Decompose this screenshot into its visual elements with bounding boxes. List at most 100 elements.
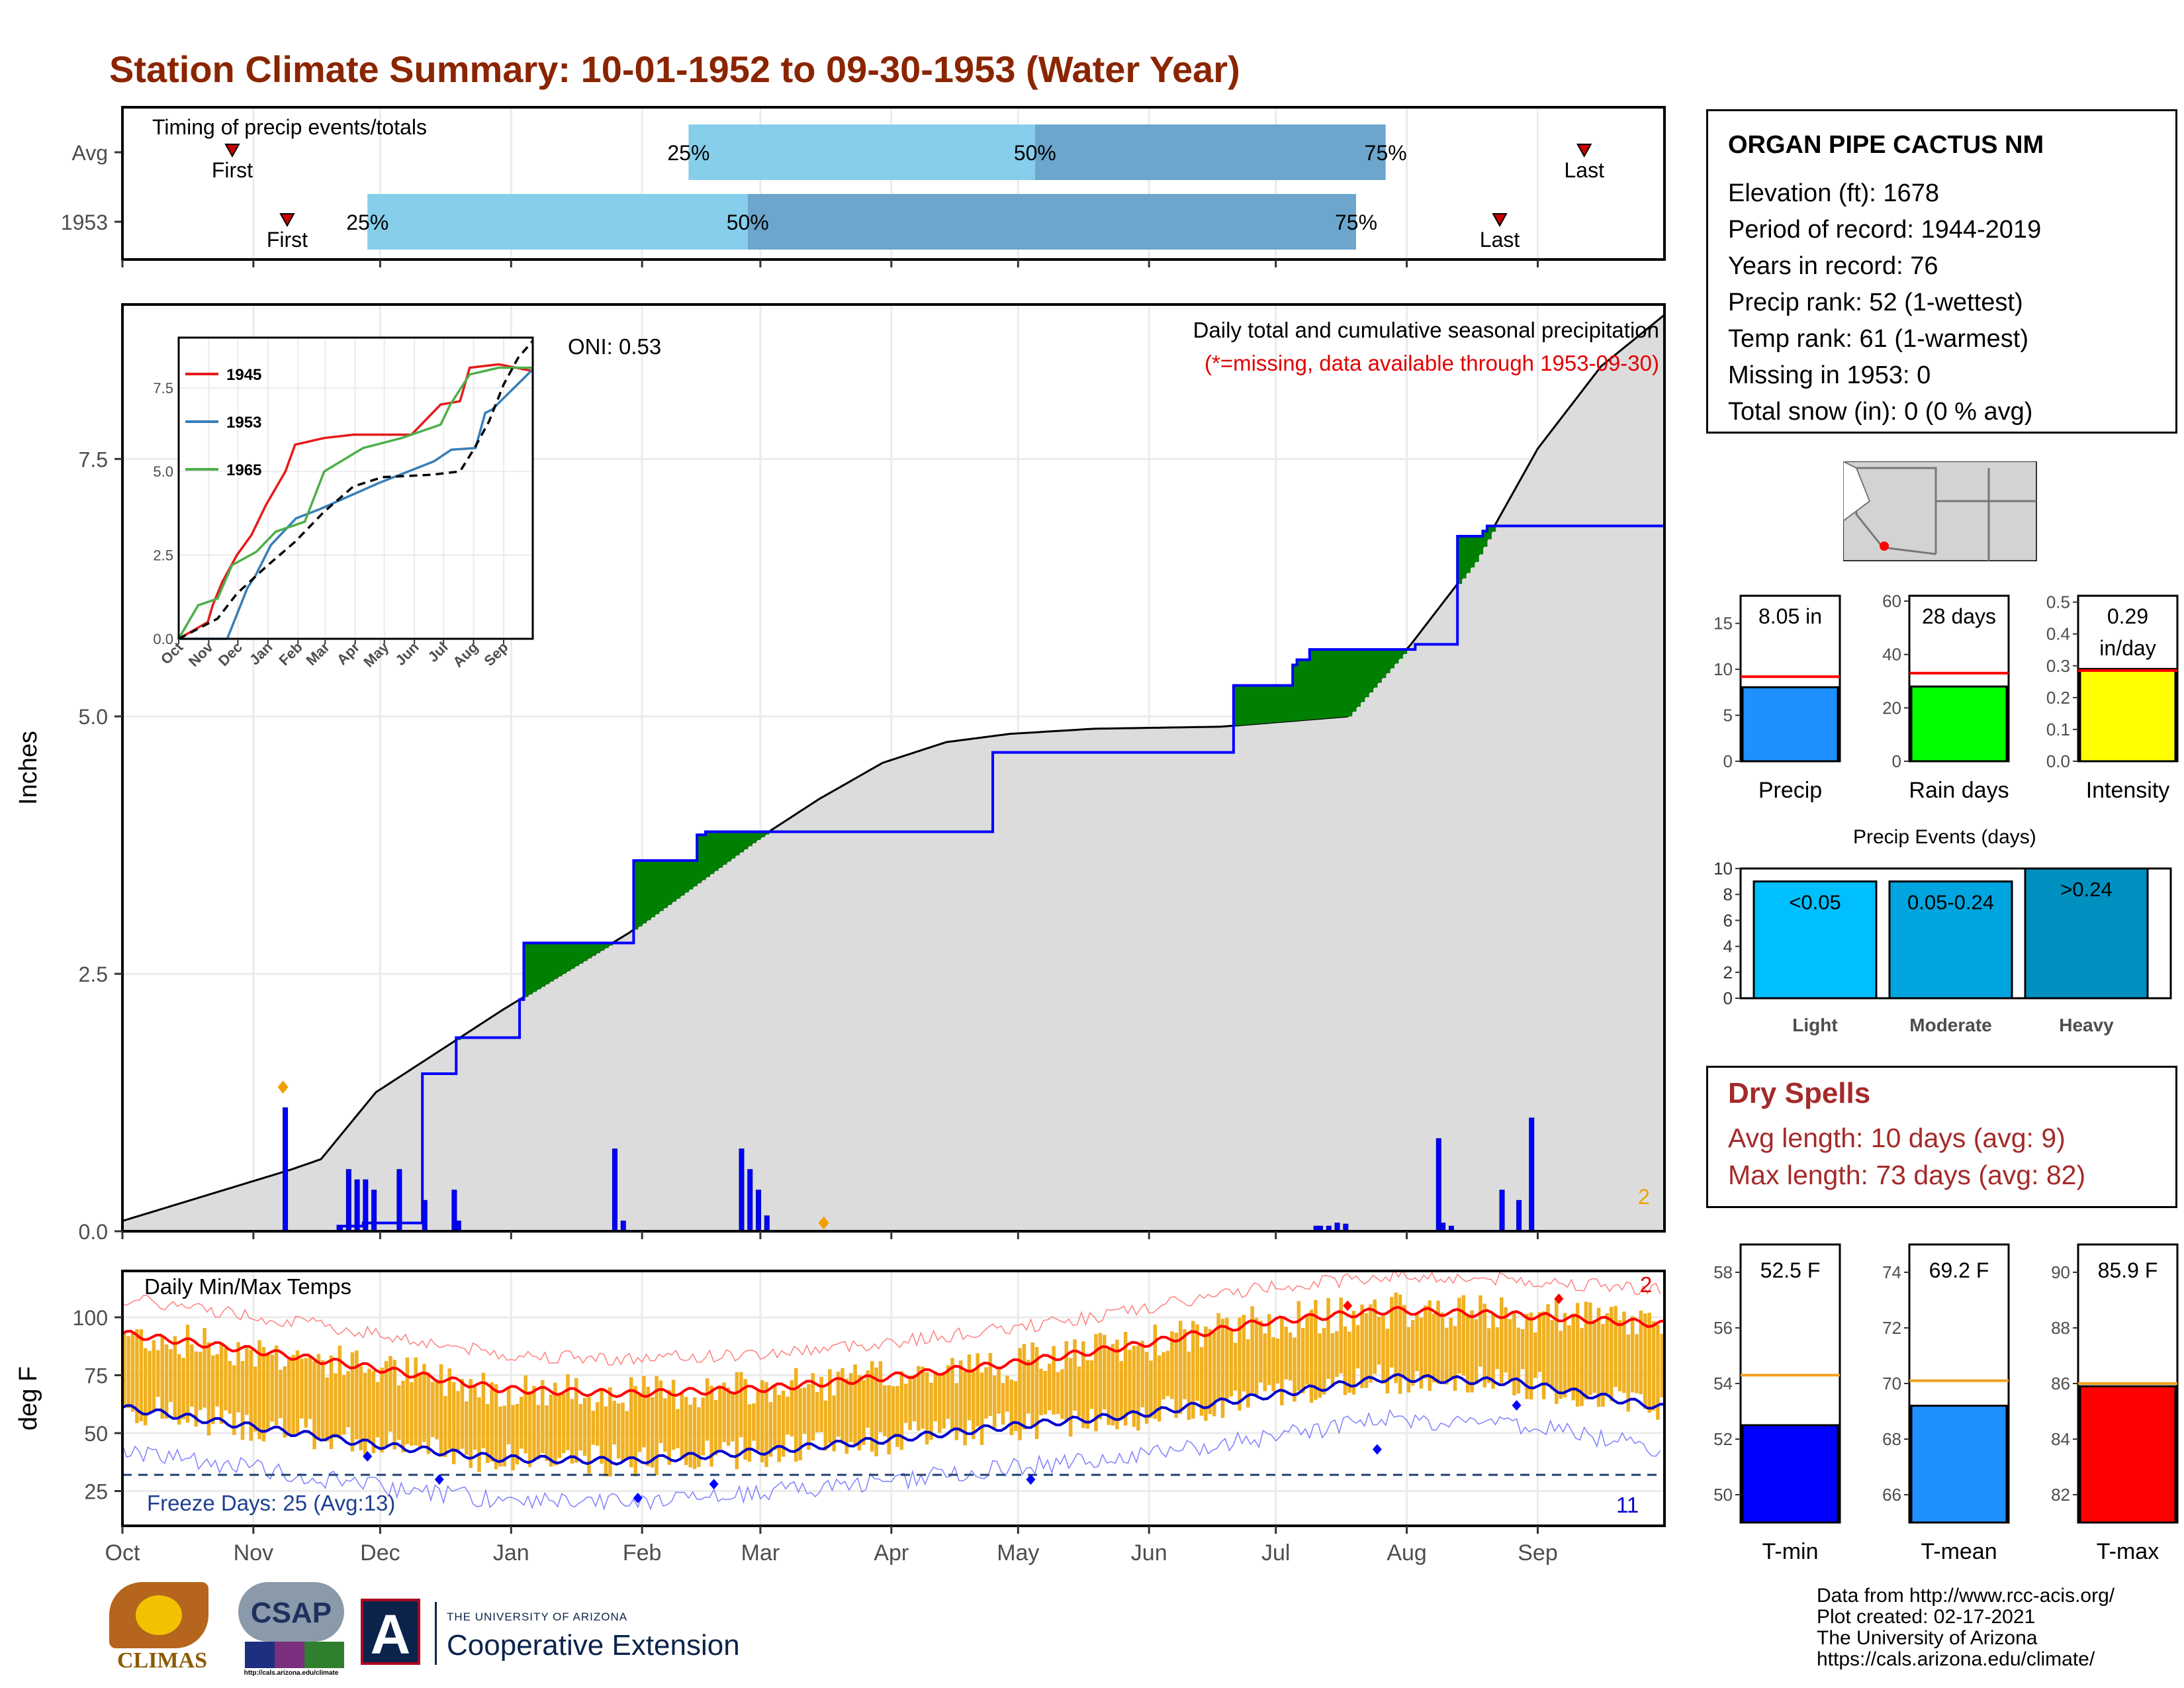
inset-legend-label: 1945 [226,366,261,384]
daily-temp-bar [942,1372,946,1429]
daily-temp-bar [232,1365,236,1435]
daily-temp-bar [1614,1305,1617,1387]
daily-temp-bar [1001,1383,1005,1425]
daily-temp-bar [764,1382,768,1468]
daily-temp-bar [646,1386,651,1467]
daily-temp-bar [743,1379,747,1460]
daily-temp-bar [1301,1327,1305,1393]
surplus-fill [1343,649,1348,717]
daily-temp-bar [1229,1329,1233,1397]
daily-temp-bar [363,1372,367,1458]
station-detail-line: Total snow (in): 0 (0 % avg) [1728,398,2033,426]
daily-temp-bar [1508,1319,1512,1382]
daily-temp-bar [891,1386,895,1438]
surplus-fill [1305,659,1310,720]
daily-temp-bar [1643,1313,1647,1409]
month-label: May [997,1540,1039,1566]
daily-temp-bar [570,1399,574,1464]
summary-value-label: 28 days [1922,604,1996,628]
daily-temp-bar [963,1371,967,1446]
daily-temp-bar [752,1403,756,1441]
daily-temp-bar [1373,1299,1377,1374]
daily-temp-bar [819,1376,823,1432]
record-marker [1372,1444,1382,1455]
daily-temp-bar [545,1405,549,1461]
daily-temp-bar [979,1372,984,1446]
daily-temp-bar [587,1396,591,1474]
daily-temp-bar [148,1350,152,1413]
daily-temp-bar [781,1390,786,1457]
inset-legend-label: 1953 [226,414,261,432]
daily-temp-bar [371,1371,376,1454]
daily-temp-bar [608,1387,612,1477]
daily-temp-bar [341,1375,346,1435]
daily-temp-bar [1533,1332,1537,1378]
events-bar [1888,880,2013,1000]
daily-temp-bar [1064,1341,1069,1423]
location-map [1843,461,2037,561]
daily-temp-bar [802,1387,807,1434]
daily-temp-bar [439,1364,443,1457]
daily-temp-bar [1351,1311,1356,1395]
temp-summary-value-label: 69.2 F [1929,1258,1989,1282]
daily-temp-bar [1136,1345,1140,1431]
daily-temp-bar [722,1382,726,1442]
surplus-fill [713,831,719,871]
daily-temp-bar [1077,1366,1081,1417]
precip-chart: 0.0 2.5 5.0 7.5 Inches [15,303,1666,1244]
daily-temp-bar [659,1380,663,1443]
surplus-fill [1347,649,1353,717]
inset-series-line [177,366,533,639]
temp-summary-category-label: T-max [2097,1539,2159,1564]
month-label: Jun [1131,1540,1167,1566]
daily-temp-bar [828,1369,832,1443]
daily-temp-bar [502,1405,507,1467]
surplus-fill [1267,685,1272,724]
inset-y-tick-label: 2.5 [153,547,173,564]
daily-temp-bar [917,1366,921,1431]
daily-temp-bar [1630,1316,1635,1393]
inset-x-tick-label: Mar [303,639,334,669]
daily-temp-bar [1465,1316,1470,1393]
record-marker [1343,1300,1353,1311]
surplus-fill [1246,685,1251,725]
climas-logo: CLIMAS [109,1582,215,1681]
timing-p25-label: 25% [667,141,709,165]
surplus-fill [595,943,600,953]
surplus-fill [1301,659,1306,720]
daily-temp-bar [591,1411,596,1445]
climas-logo-text: CLIMAS [116,1648,208,1673]
daily-temp-bar [527,1391,532,1468]
daily-precip-bar [1516,1199,1522,1232]
station-detail-line: Elevation (ft): 1678 [1728,179,1939,207]
daily-temp-bar [321,1360,325,1439]
daily-temp-bar [950,1358,954,1430]
daily-temp-bar [130,1331,135,1412]
surplus-fill [1326,649,1332,718]
surplus-fill [582,943,588,961]
daily-temp-bar [185,1325,190,1423]
daily-temp-bar [338,1345,342,1439]
daily-temp-bar [616,1403,621,1459]
daily-temp-bar [1385,1329,1390,1393]
daily-temp-bar [274,1345,279,1426]
daily-temp-bar [392,1360,397,1450]
daily-temp-bar [249,1350,253,1441]
timing-p50-label: 50% [1014,141,1056,165]
daily-temp-bar [1144,1352,1149,1424]
daily-temp-bar [1208,1329,1212,1415]
daily-temp-bar [1406,1327,1411,1393]
daily-temp-bar [921,1366,925,1429]
daily-temp-bar [1326,1297,1330,1379]
timing-bar-25-50 [688,124,1035,180]
footer-credits: Data from http://www.rcc-acis.org/Plot c… [1817,1585,2115,1670]
daily-precip-bar [1529,1117,1535,1232]
daily-temp-bar [1626,1334,1631,1412]
daily-temp-bar [1128,1350,1132,1415]
avg-min-line [122,1373,1665,1466]
daily-temp-bar [473,1386,477,1450]
precip-frame [121,303,1666,1233]
daily-temp-bar [206,1342,211,1436]
surplus-fill [545,943,550,984]
summary-y-tick-label: 0 [1892,751,1901,771]
